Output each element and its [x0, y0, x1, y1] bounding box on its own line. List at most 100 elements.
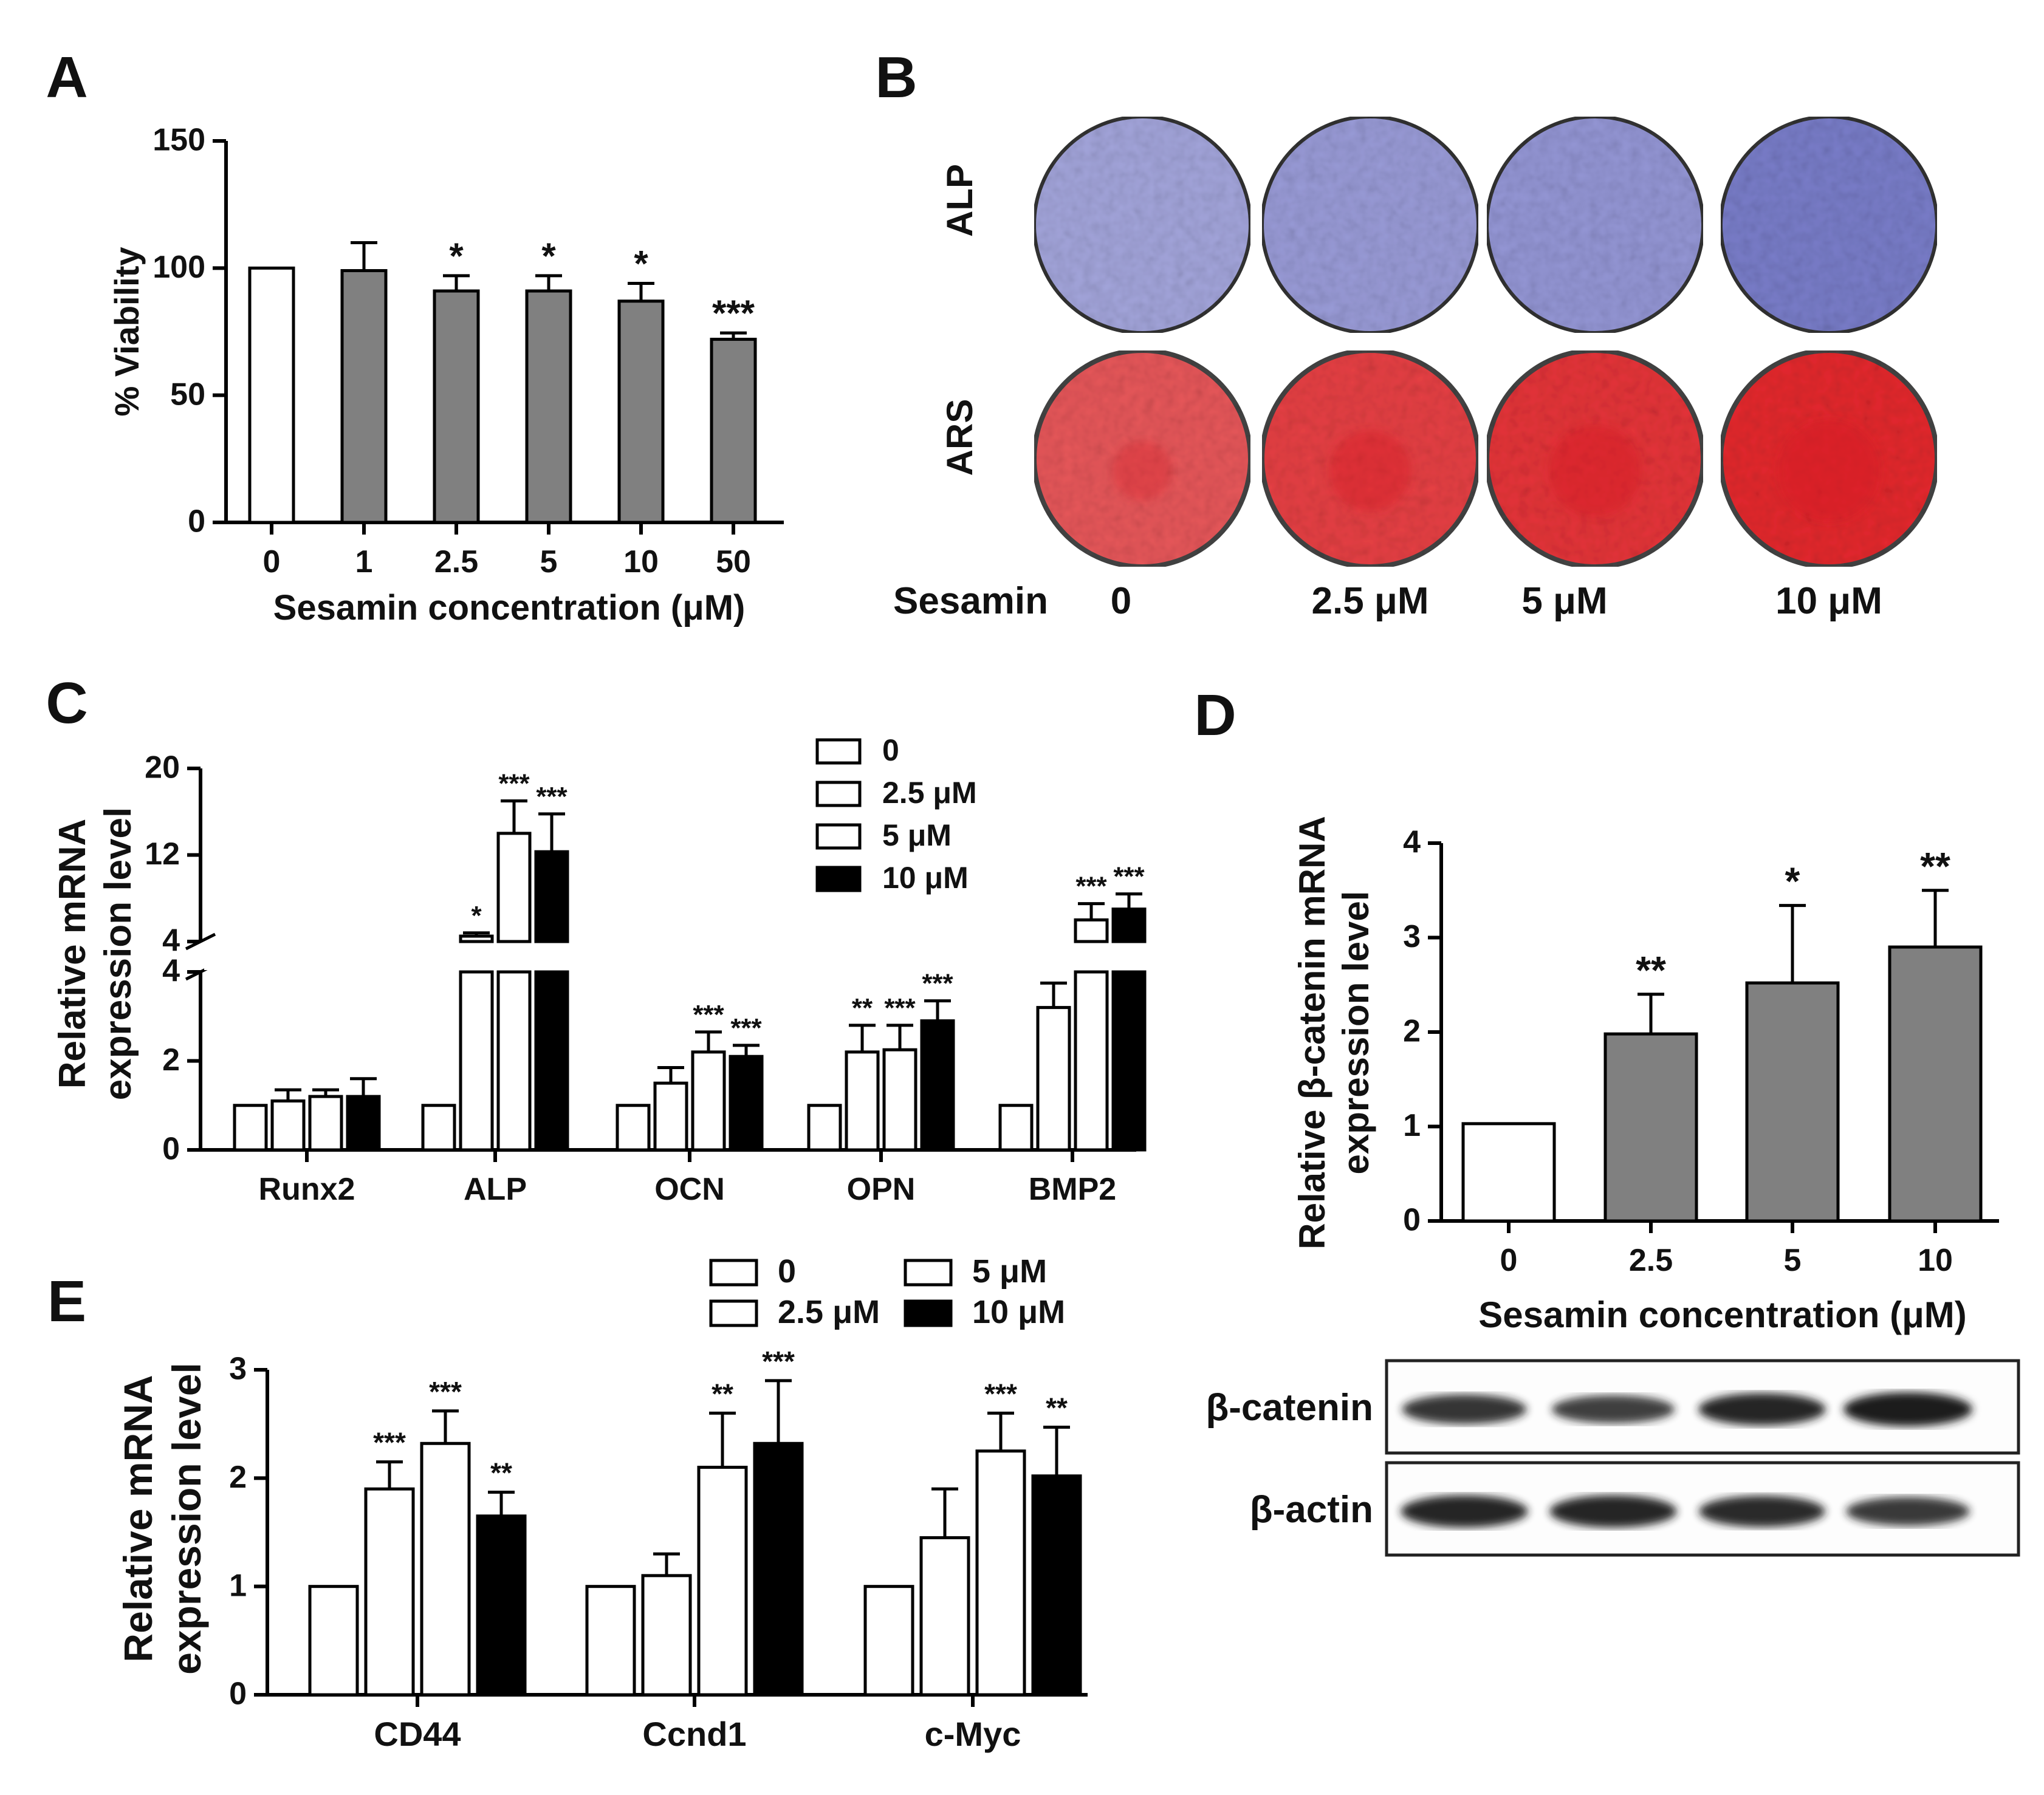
panel-d-y-axis-tick-label: 1 [1403, 1108, 1421, 1143]
panel-c-legend-swatch [815, 781, 862, 807]
panel-c-legend-swatch [815, 866, 862, 892]
panel-c-y-label-line2: expression level [97, 807, 139, 1101]
panel-b-dose-label: 10 μM [1775, 580, 1882, 622]
panel-c-bar [308, 1095, 343, 1152]
panel-c-bar-upper [1111, 908, 1147, 943]
panel-d-bar [1745, 981, 1840, 1223]
panel-c-significance: ** [852, 993, 873, 1023]
panel-d-letter: D [1194, 683, 1236, 748]
panel-d-blot-band [1551, 1395, 1675, 1424]
panel-b-ars-stain-center [1549, 425, 1641, 517]
panel-c-bar [233, 1104, 268, 1152]
panel-c-x-tick-label: Runx2 [259, 1172, 355, 1207]
panel-a-x-tick-label: 10 [623, 544, 659, 580]
panel-a-y-axis-tick-label: 150 [153, 123, 205, 158]
panel-c-x-tick-label: OCN [654, 1172, 725, 1207]
panel-d-blot-band [1699, 1496, 1825, 1527]
panel-d-bar [1888, 945, 1983, 1223]
panel-e-letter: E [47, 1269, 86, 1334]
panel-d-bar [1603, 1032, 1698, 1223]
panel-c-bar-upper [496, 832, 532, 943]
panel-a-bar [433, 289, 480, 524]
panel-e-bar [753, 1441, 804, 1697]
panel-c-break-gap [204, 943, 1140, 970]
panel-a-x-tick-label: 0 [263, 544, 281, 580]
panel-e-y-axis-tick-label: 2 [229, 1460, 247, 1495]
panel-d-blot-band [1401, 1495, 1528, 1528]
panel-a-bar [710, 338, 757, 524]
panel-e-legend-label: 2.5 μM [778, 1294, 880, 1330]
panel-d-x-label: Sesamin concentration (μM) [1478, 1294, 1967, 1335]
panel-c-x-tick-label: ALP [464, 1172, 527, 1207]
panel-e-significance: *** [984, 1378, 1017, 1409]
panel-d-blot-band [1698, 1393, 1826, 1426]
panel-c-significance: *** [1113, 862, 1145, 892]
panel-c-y-tick-label: 4 [162, 954, 180, 989]
panel-a-x-tick-label: 50 [716, 544, 751, 580]
panel-e-significance: *** [762, 1345, 795, 1377]
panel-c-bar [729, 1055, 764, 1152]
panel-a-x-tick-label: 2.5 [434, 544, 478, 580]
panel-c-significance: *** [730, 1013, 762, 1043]
panel-c-bar [845, 1050, 880, 1152]
panel-e-y-axis-tick-label: 3 [229, 1352, 247, 1387]
panel-e-bar [308, 1585, 359, 1697]
panel-c-significance: * [471, 901, 482, 931]
panel-b-letter: B [875, 45, 917, 110]
panel-a-significance: *** [712, 293, 755, 333]
panel-c-significance: *** [884, 993, 916, 1023]
panel-a-y-axis-tick-label: 50 [170, 377, 205, 412]
panel-d-bar [1461, 1122, 1556, 1223]
panel-b-dose-label: 2.5 μM [1312, 580, 1429, 622]
panel-e-legend-swatch [904, 1299, 953, 1327]
panel-d-blot-band [1549, 1495, 1677, 1528]
panel-a-x-tick-label: 1 [355, 544, 373, 580]
panel-a-bar [617, 299, 665, 524]
panel-b-ars-stain-center [1113, 441, 1172, 501]
panel-c-y-tick-label: 0 [162, 1132, 180, 1167]
panel-e-significance: *** [373, 1427, 406, 1458]
panel-c-bar-upper [1074, 918, 1109, 943]
panel-c-significance: *** [536, 782, 568, 812]
panel-c-y-tick-label: 12 [145, 836, 180, 872]
panel-a-y-label: % Viability [108, 247, 146, 416]
panel-c-bar [882, 1048, 917, 1152]
panel-c-legend-swatch [815, 738, 862, 765]
panel-e-legend-label: 10 μM [972, 1294, 1065, 1330]
panel-a-y-axis-tick-label: 0 [188, 504, 205, 539]
panel-e-bar [641, 1574, 692, 1697]
panel-c-bar [616, 1104, 651, 1152]
panel-c-axis-break [185, 932, 216, 951]
panel-e-x-tick-label: c-Myc [925, 1715, 1021, 1753]
panel-e-significance: ** [1046, 1392, 1068, 1424]
panel-c-bar-lower [459, 970, 494, 1152]
panel-e-legend-swatch [709, 1259, 758, 1287]
panel-d-y-axis-tick-label: 2 [1403, 1014, 1421, 1049]
panel-a-bar [525, 289, 572, 524]
panel-e-bar [975, 1449, 1026, 1697]
panel-c-bar [691, 1050, 726, 1152]
panel-b-alp-well [1485, 115, 1705, 335]
panel-c-legend-label: 2.5 μM [882, 776, 977, 810]
panel-a-bar [248, 266, 295, 524]
panel-c-y-tick-label: 2 [162, 1042, 180, 1078]
panel-c-legend-swatch [815, 823, 862, 850]
panel-d-y-label-line2: expression level [1336, 891, 1376, 1175]
panel-c-bar [346, 1095, 381, 1152]
panel-e-y-axis-tick-label: 0 [229, 1677, 247, 1712]
panel-b-dose-label: 0 [1111, 580, 1131, 622]
panel-c-significance: *** [693, 1000, 724, 1030]
panel-d-y-label-line1: Relative β-catenin mRNA [1292, 816, 1332, 1249]
panel-b-alp-well [1719, 115, 1939, 335]
panel-c-legend-label: 10 μM [882, 861, 969, 895]
panel-c-legend-label: 0 [882, 733, 899, 767]
panel-d-blot-band [1846, 1497, 1970, 1526]
panel-c-y-tick-label: 4 [162, 923, 180, 959]
panel-d-blot-label-1: β-actin [1250, 1489, 1373, 1531]
panel-c-bar-lower [534, 970, 569, 1152]
panel-c-bar [270, 1099, 306, 1152]
panel-e-legend-swatch [904, 1259, 953, 1287]
panel-a-x-label: Sesamin concentration (μM) [273, 588, 746, 627]
panel-c-bar [807, 1104, 842, 1152]
